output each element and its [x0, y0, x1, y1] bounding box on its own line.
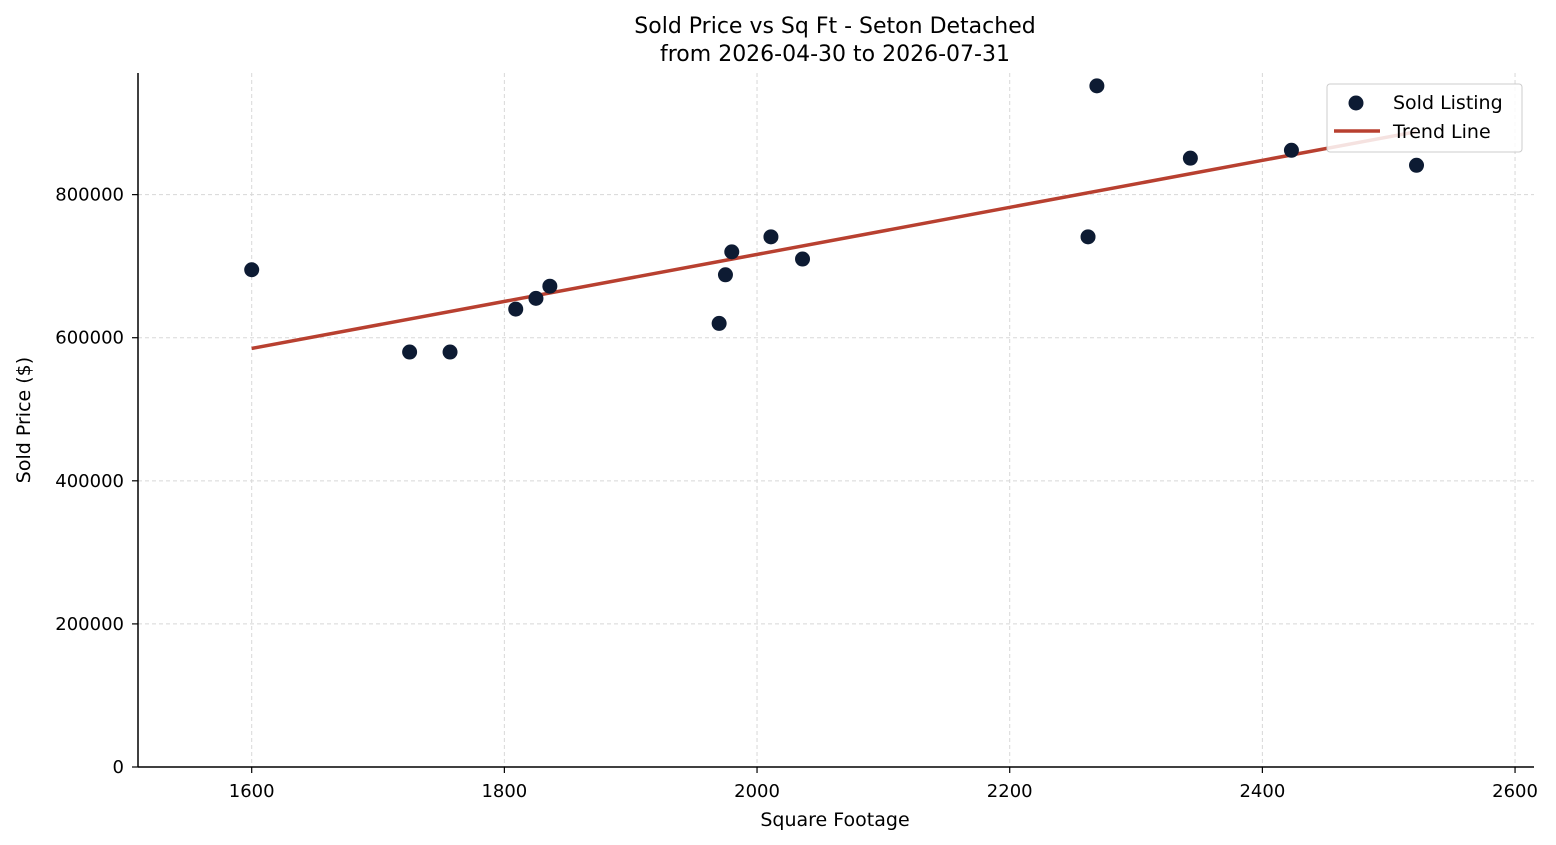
x-tick-label: 1600 — [229, 781, 275, 802]
data-point — [402, 344, 418, 360]
legend-label-sold-listing: Sold Listing — [1393, 92, 1503, 114]
legend-label-trend-line: Trend Line — [1392, 121, 1491, 143]
data-point — [1182, 150, 1198, 166]
x-tick-label: 1800 — [481, 781, 527, 802]
data-point — [528, 290, 544, 306]
data-point — [795, 251, 811, 267]
data-point — [542, 278, 558, 294]
y-tick-label: 800000 — [55, 185, 124, 206]
y-tick-label: 200000 — [55, 614, 124, 635]
x-tick-label: 2200 — [987, 781, 1033, 802]
data-point — [442, 344, 458, 360]
data-point — [1080, 229, 1096, 245]
data-point — [717, 267, 733, 283]
data-point — [508, 301, 524, 317]
grid-lines — [138, 73, 1534, 768]
data-point — [1089, 78, 1105, 94]
legend-marker-sold-listing — [1348, 95, 1364, 111]
tick-labels: 1600 1800 2000 2200 2400 2600 0 200000 400000 600… — [55, 185, 1538, 802]
data-point — [1283, 142, 1299, 158]
legend: Sold Listing Trend Line — [1326, 83, 1523, 153]
x-tick-label: 2600 — [1492, 781, 1538, 802]
data-point — [244, 262, 260, 278]
y-tick-label: 0 — [113, 757, 124, 778]
y-tick-label: 600000 — [55, 328, 124, 349]
x-axis-label: Square Footage — [760, 809, 909, 831]
data-point — [763, 229, 779, 245]
data-point — [711, 315, 727, 331]
y-axis-label: Sold Price ($) — [13, 357, 35, 483]
x-tick-label: 2000 — [734, 781, 780, 802]
plot-area — [244, 78, 1425, 360]
chart-title-line1: Sold Price vs Sq Ft - Seton Detached — [634, 14, 1035, 39]
x-tick-label: 2400 — [1239, 781, 1285, 802]
y-tick-label: 400000 — [55, 471, 124, 492]
trend-line — [251, 129, 1417, 351]
axes — [137, 73, 1534, 768]
data-point — [1409, 157, 1425, 173]
data-point — [724, 244, 740, 260]
legend-box — [1326, 83, 1523, 153]
chart-title-line2: from 2026-04-30 to 2026-07-31 — [660, 42, 1010, 67]
